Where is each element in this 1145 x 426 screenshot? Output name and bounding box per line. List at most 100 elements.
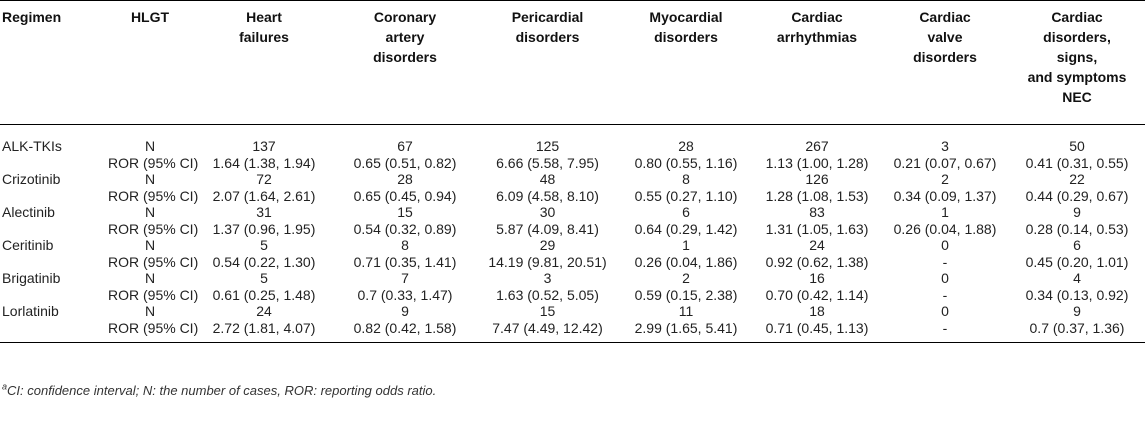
table-row: ROR (95% CI) 1.64 (1.38, 1.94) 0.65 (0.51,… bbox=[0, 155, 1145, 172]
regimen-cell: ALK-TKIs bbox=[2, 138, 62, 155]
ror-cell: 0.26 (0.04, 1.88) bbox=[893, 220, 997, 237]
count-cell: 67 bbox=[397, 138, 413, 155]
ror-cell: 0.61 (0.25, 1.48) bbox=[212, 286, 316, 303]
table-row: ROR (95% CI) 1.37 (0.96, 1.95) 0.54 (0.32,… bbox=[0, 221, 1145, 238]
count-cell: 28 bbox=[397, 171, 413, 188]
table-row: Brigatinib N 5 7 3 2 16 0 4 bbox=[0, 270, 1145, 287]
table-body: ALK-TKIs N 137 67 125 28 267 3 50 ROR (95% CI) 1.6… bbox=[0, 125, 1145, 343]
ror-cell: 0.54 (0.32, 0.89) bbox=[353, 220, 457, 237]
count-cell: 11 bbox=[678, 303, 694, 320]
ror-cell: 0.54 (0.22, 1.30) bbox=[212, 253, 316, 270]
regimen-cell: Brigatinib bbox=[2, 270, 61, 287]
hlgt-label-cell: N bbox=[144, 303, 156, 320]
count-cell: 2 bbox=[941, 171, 949, 188]
regimen-cell: Ceritinib bbox=[2, 237, 54, 254]
count-cell: 8 bbox=[401, 237, 409, 254]
count-cell: 8 bbox=[682, 171, 690, 188]
ror-cell: 0.41 (0.31, 0.55) bbox=[1025, 154, 1129, 171]
column-header: Myocardial disorders bbox=[649, 9, 723, 45]
column-header: Cardiac valve disorders bbox=[913, 9, 977, 65]
count-cell: 24 bbox=[256, 303, 272, 320]
ror-cell: 0.92 (0.62, 1.38) bbox=[765, 253, 869, 270]
ror-cell: 0.71 (0.45, 1.13) bbox=[765, 319, 869, 336]
count-cell: 125 bbox=[535, 138, 560, 155]
ror-cell: 0.80 (0.55, 1.16) bbox=[634, 154, 738, 171]
column-header: Heart failures bbox=[239, 9, 289, 45]
table-row: ALK-TKIs N 137 67 125 28 267 3 50 bbox=[0, 125, 1145, 155]
column-header: Regimen bbox=[2, 9, 62, 25]
regimen-cell: Crizotinib bbox=[2, 171, 61, 188]
count-cell: 9 bbox=[401, 303, 409, 320]
hlgt-label-cell: ROR (95% CI) bbox=[108, 187, 199, 204]
table-header: Regimen HLGT Heart failures Coronary artery di… bbox=[0, 0, 1145, 125]
hlgt-label-cell: N bbox=[144, 171, 156, 188]
ror-cell: 6.66 (5.58, 7.95) bbox=[496, 154, 599, 171]
ror-cell: 0.28 (0.14, 0.53) bbox=[1025, 220, 1129, 237]
count-cell: 15 bbox=[539, 303, 556, 320]
hlgt-label-cell: ROR (95% CI) bbox=[108, 319, 199, 336]
ror-cell: 2.72 (1.81, 4.07) bbox=[212, 319, 316, 336]
table-row: ROR (95% CI) 0.61 (0.25, 1.48) 0.7 (0.33, … bbox=[0, 287, 1145, 304]
hlgt-label-cell: N bbox=[144, 204, 156, 221]
regimen-cell: Alectinib bbox=[2, 204, 55, 221]
count-cell: 50 bbox=[1069, 138, 1085, 155]
hlgt-label-cell: ROR (95% CI) bbox=[108, 154, 199, 171]
count-cell: 4 bbox=[1073, 270, 1081, 287]
regimen-cell-empty bbox=[0, 254, 106, 271]
ror-cell: 0.70 (0.42, 1.14) bbox=[765, 286, 869, 303]
ror-cell: 0.55 (0.27, 1.10) bbox=[634, 187, 738, 204]
ror-cell: 0.45 (0.20, 1.01) bbox=[1025, 253, 1129, 270]
ror-cell: 2.99 (1.65, 5.41) bbox=[634, 319, 738, 336]
regimen-cell-empty bbox=[0, 221, 106, 238]
count-cell: 18 bbox=[809, 303, 825, 320]
regimen-cell-empty bbox=[0, 188, 106, 205]
count-cell: 28 bbox=[678, 138, 694, 155]
count-cell: 0 bbox=[941, 270, 949, 287]
count-cell: 16 bbox=[809, 270, 825, 287]
count-cell: 48 bbox=[539, 171, 556, 188]
count-cell: 83 bbox=[809, 204, 825, 221]
footnote: aCI: confidence interval; N: the number … bbox=[2, 382, 436, 398]
ror-cell: 6.09 (4.58, 8.10) bbox=[496, 187, 599, 204]
count-cell: 2 bbox=[682, 270, 690, 287]
table-row: Alectinib N 31 15 30 6 83 1 9 bbox=[0, 204, 1145, 221]
count-cell: 22 bbox=[1069, 171, 1085, 188]
count-cell: 0 bbox=[941, 303, 949, 320]
count-cell: 29 bbox=[539, 237, 556, 254]
column-header: Cardiac arrhythmias bbox=[776, 9, 858, 45]
ror-cell: 0.7 (0.33, 1.47) bbox=[357, 286, 453, 303]
ror-cell: 0.65 (0.45, 0.94) bbox=[353, 187, 457, 204]
ror-cell: 0.71 (0.35, 1.41) bbox=[353, 253, 457, 270]
count-cell: 7 bbox=[401, 270, 409, 287]
count-cell: 9 bbox=[1073, 204, 1081, 221]
ror-cell: 0.65 (0.51, 0.82) bbox=[353, 154, 457, 171]
ror-cell: 0.44 (0.29, 0.67) bbox=[1025, 187, 1129, 204]
column-header: Cardiac disorders, signs, and symptoms NEC bbox=[1027, 9, 1127, 105]
ror-cell: 0.34 (0.13, 0.92) bbox=[1025, 286, 1129, 303]
regimen-cell: Lorlatinib bbox=[2, 303, 59, 320]
ror-cell: 0.59 (0.15, 2.38) bbox=[634, 286, 738, 303]
table-row: ROR (95% CI) 0.54 (0.22, 1.30) 0.71 (0.35,… bbox=[0, 254, 1145, 271]
header-row: Regimen HLGT Heart failures Coronary artery di… bbox=[0, 0, 1145, 125]
count-cell: 3 bbox=[941, 138, 949, 155]
ror-cell: - bbox=[942, 286, 948, 303]
count-cell: 3 bbox=[543, 270, 552, 287]
ror-cell: 1.64 (1.38, 1.94) bbox=[212, 154, 316, 171]
table-row: Crizotinib N 72 28 48 8 126 2 22 bbox=[0, 171, 1145, 188]
count-cell: 30 bbox=[539, 204, 556, 221]
count-cell: 0 bbox=[941, 237, 949, 254]
table-row: ROR (95% CI) 2.72 (1.81, 4.07) 0.82 (0.42,… bbox=[0, 320, 1145, 343]
ror-cell: 1.13 (1.00, 1.28) bbox=[765, 154, 869, 171]
count-cell: 126 bbox=[805, 171, 829, 188]
ror-cell: 0.7 (0.37, 1.36) bbox=[1029, 319, 1125, 336]
count-cell: 1 bbox=[682, 237, 690, 254]
table-row: Lorlatinib N 24 9 15 11 18 0 9 bbox=[0, 303, 1145, 320]
ror-cell: 0.26 (0.04, 1.86) bbox=[634, 253, 738, 270]
column-header: HLGT bbox=[130, 9, 170, 25]
ror-cell: 0.21 (0.07, 0.67) bbox=[893, 154, 997, 171]
table-row: ROR (95% CI) 2.07 (1.64, 2.61) 0.65 (0.45,… bbox=[0, 188, 1145, 205]
ror-cell: 5.87 (4.09, 8.41) bbox=[496, 220, 599, 237]
regimen-cell-empty bbox=[0, 287, 106, 304]
count-cell: 137 bbox=[252, 138, 276, 155]
hlgt-label-cell: N bbox=[144, 270, 156, 287]
